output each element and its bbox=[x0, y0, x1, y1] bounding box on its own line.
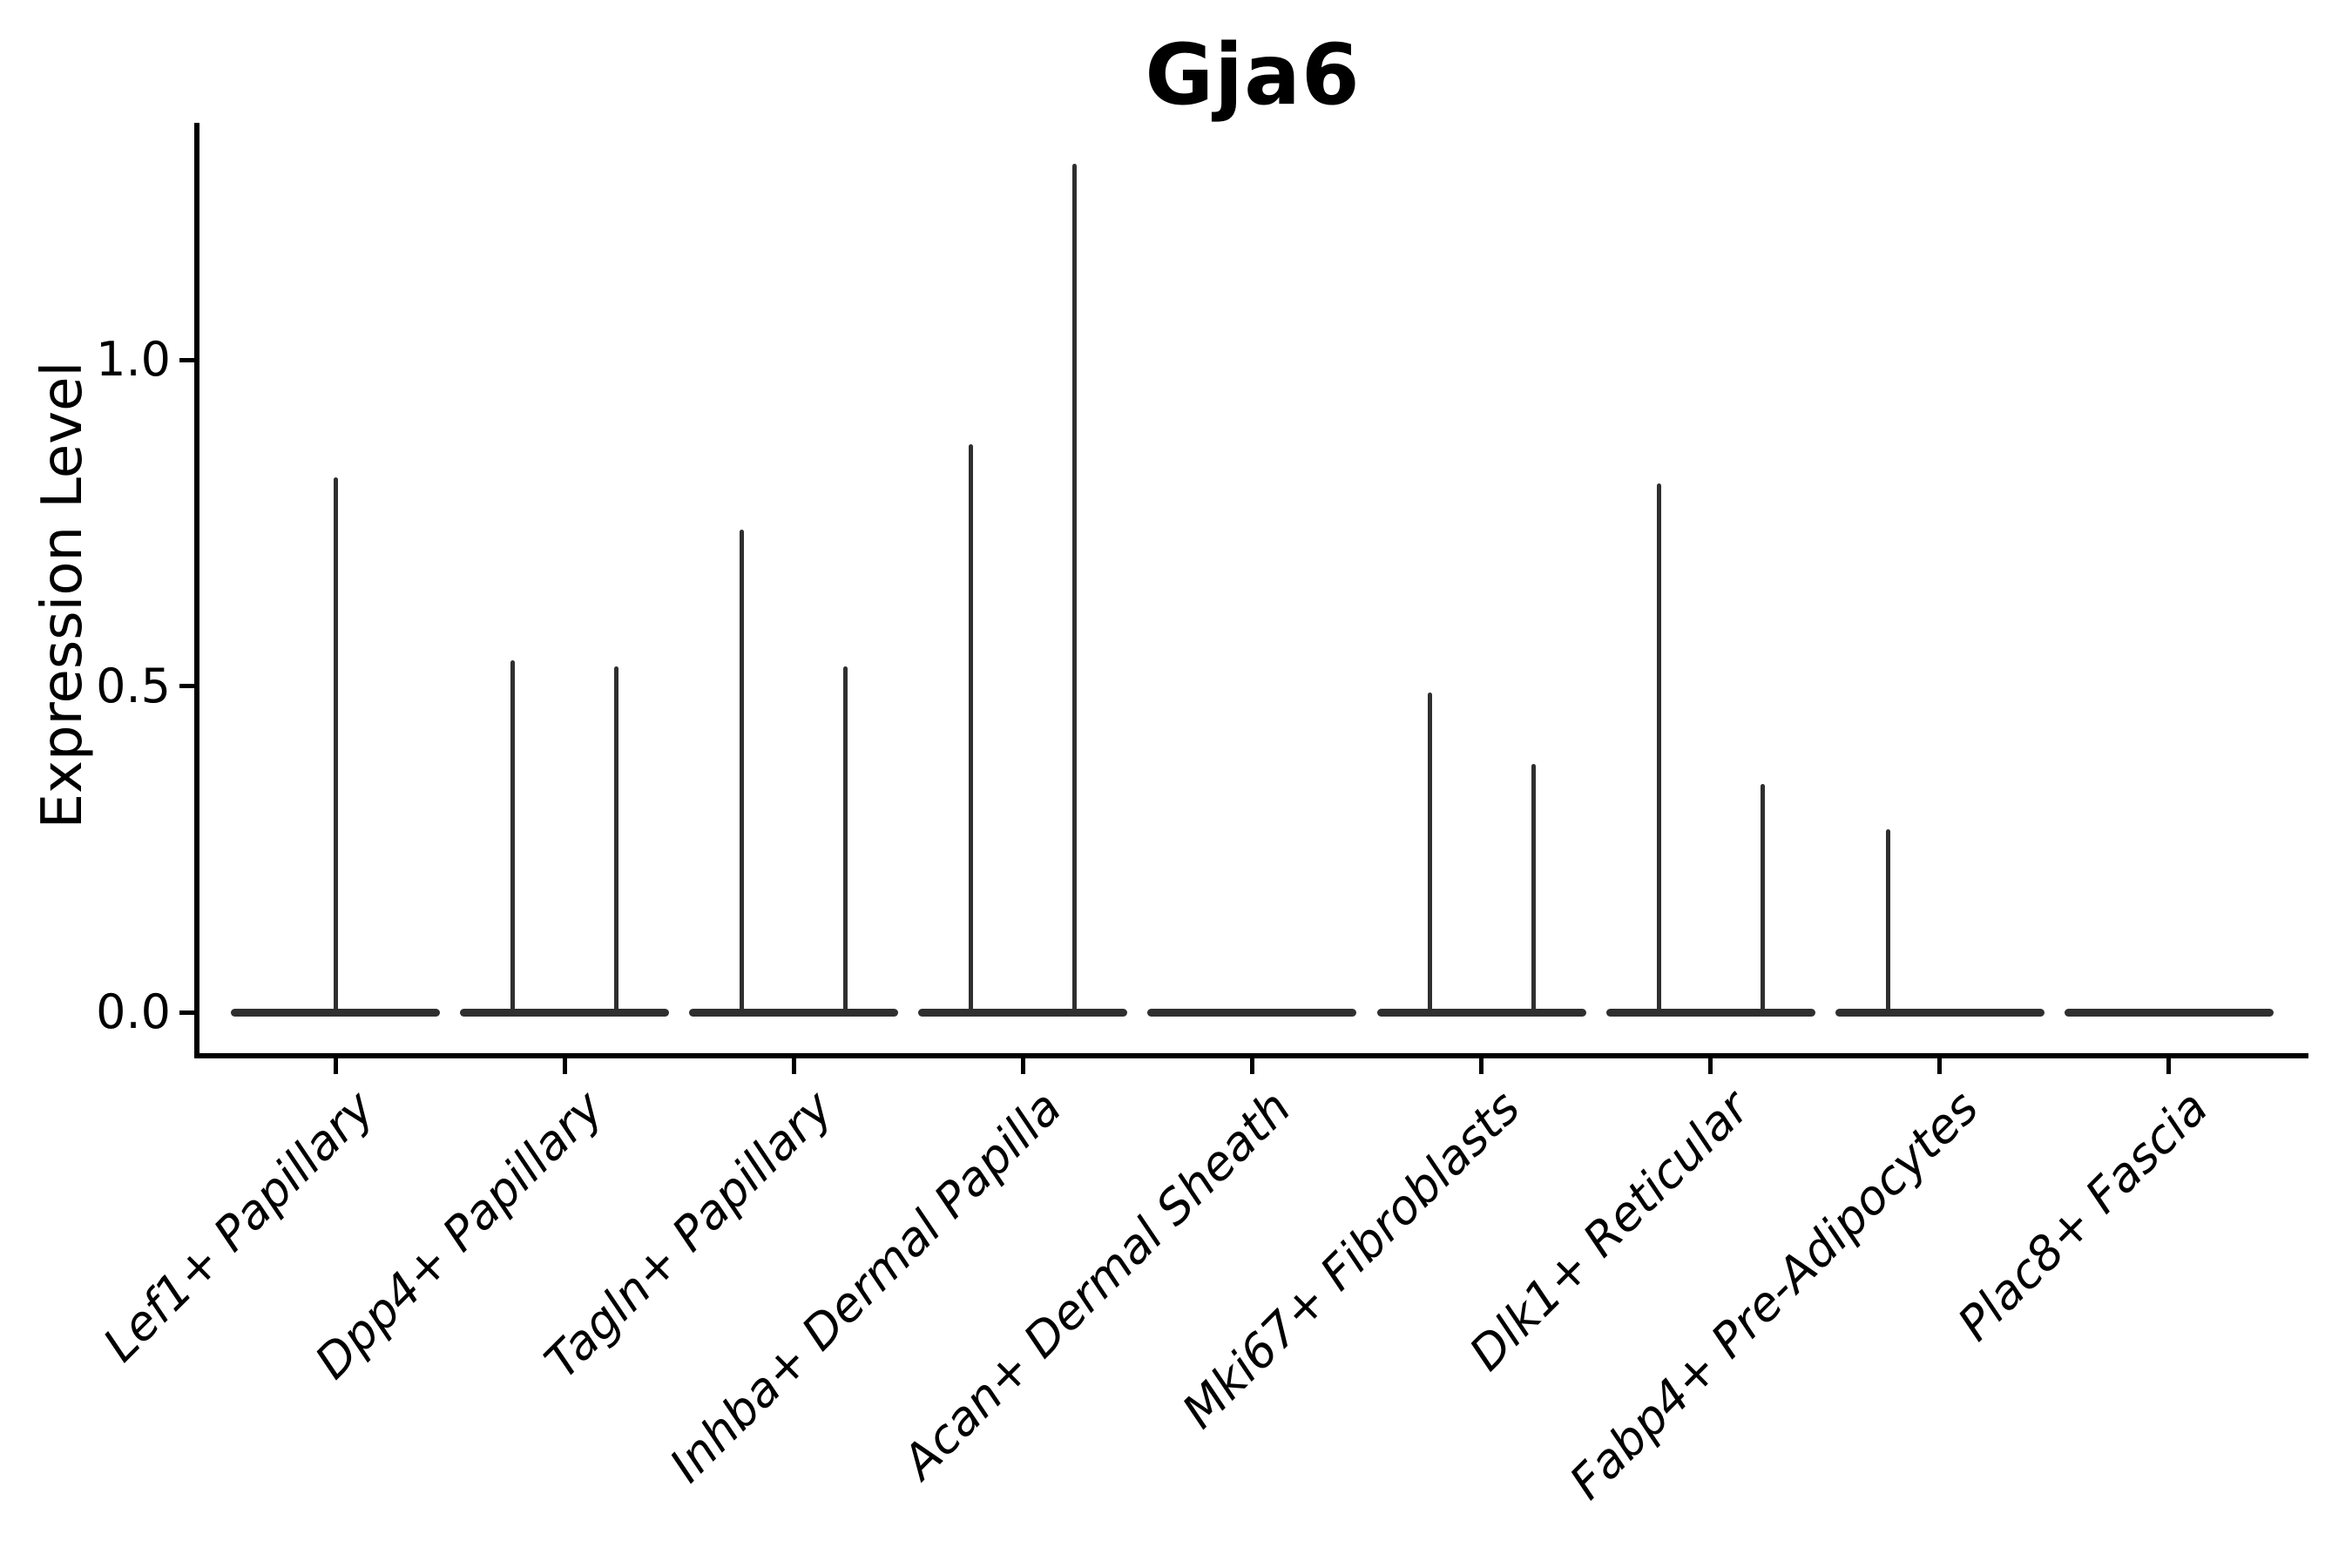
violin-baseline bbox=[918, 1008, 1128, 1017]
violin-tail-spike bbox=[614, 666, 619, 1012]
violin-baseline bbox=[231, 1008, 440, 1017]
violin-tail-spike bbox=[1885, 829, 1890, 1012]
violin-tail-spike bbox=[1531, 764, 1536, 1012]
violin-baseline bbox=[1605, 1008, 1815, 1017]
violin-tail-spike bbox=[843, 666, 848, 1012]
x-tick-label: Inhba+ Dermal Papilla bbox=[659, 1079, 1072, 1493]
x-tick-mark bbox=[791, 1058, 796, 1074]
violin-tail-spike bbox=[333, 476, 338, 1012]
violin-tail-spike bbox=[1760, 783, 1765, 1012]
x-tick-label: Plac8+ Fascia bbox=[1946, 1079, 2219, 1352]
y-axis-line bbox=[194, 123, 199, 1058]
violin-baseline bbox=[1147, 1008, 1357, 1017]
x-tick-mark bbox=[1020, 1058, 1025, 1074]
violin-baseline bbox=[2064, 1008, 2274, 1017]
violin-baseline bbox=[689, 1008, 899, 1017]
violin-baseline bbox=[460, 1008, 670, 1017]
x-tick-mark bbox=[1479, 1058, 1484, 1074]
violin-tail-spike bbox=[1656, 483, 1661, 1012]
y-tick-label: 0.0 bbox=[96, 984, 171, 1039]
x-tick-label: Fabp4+ Pre-Adipocytes bbox=[1558, 1079, 1990, 1511]
y-tick-mark bbox=[179, 684, 194, 688]
y-tick-label: 1.0 bbox=[96, 332, 171, 387]
violin-baseline bbox=[1835, 1008, 2044, 1017]
violin-tail-spike bbox=[1072, 164, 1078, 1012]
violin-tail-spike bbox=[1427, 692, 1432, 1012]
x-tick-mark bbox=[2166, 1058, 2172, 1074]
x-tick-mark bbox=[1937, 1058, 1943, 1074]
violin-baseline bbox=[1376, 1008, 1586, 1017]
plot-title: Gja6 bbox=[1145, 26, 1361, 124]
x-tick-mark bbox=[333, 1058, 338, 1074]
x-tick-mark bbox=[1708, 1058, 1713, 1074]
y-tick-mark bbox=[179, 357, 194, 362]
x-tick-label: Acan+ Dermal Sheath bbox=[892, 1079, 1301, 1490]
x-tick-mark bbox=[562, 1058, 567, 1074]
x-tick-mark bbox=[1249, 1058, 1254, 1074]
violin-tail-spike bbox=[510, 659, 516, 1012]
y-tick-mark bbox=[179, 1010, 194, 1015]
violin-tail-spike bbox=[740, 529, 745, 1012]
x-axis-line bbox=[194, 1053, 2308, 1058]
violin-tail-spike bbox=[969, 444, 974, 1012]
y-axis-label: Expression Level bbox=[30, 361, 95, 829]
y-tick-label: 0.5 bbox=[96, 658, 171, 713]
